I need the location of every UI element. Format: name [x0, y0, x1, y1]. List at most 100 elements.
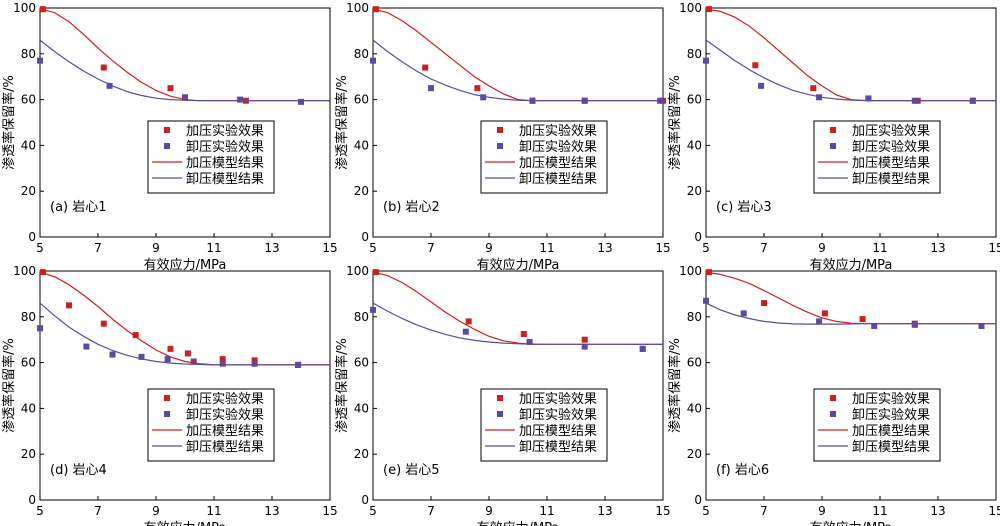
y-tick-label: 20 [687, 184, 702, 198]
x-tick-label: 15 [988, 504, 1000, 518]
legend-marker [164, 143, 170, 149]
data-point-loading [581, 336, 588, 343]
x-tick-label: 5 [702, 504, 710, 518]
x-tick-label: 15 [655, 241, 670, 255]
plot-frame [705, 270, 997, 501]
series-line-loading-model [705, 271, 996, 325]
x-tick-label: 13 [930, 504, 945, 518]
y-axis-label: 渗透率保留率/% [334, 338, 350, 433]
data-point-unloading [109, 351, 116, 358]
data-point-loading [520, 330, 527, 337]
legend-entry: 卸压模型结果 [519, 171, 597, 187]
data-point-unloading [911, 321, 918, 328]
data-point-loading [752, 62, 759, 69]
x-axis-label: 有效应力/MPa [477, 520, 560, 526]
panel-label: (c) 岩心3 [716, 200, 772, 215]
legend-entry: 加压模型结果 [186, 424, 264, 439]
y-tick-label: 60 [687, 93, 702, 107]
data-point-loading [39, 6, 46, 13]
y-tick-label: 40 [354, 401, 369, 415]
series-line-unloading-model [372, 39, 663, 102]
data-point-unloading [37, 325, 43, 332]
x-tick-label: 7 [760, 504, 768, 518]
legend-entry: 卸压模型结果 [852, 171, 930, 187]
y-tick-label: 80 [354, 310, 369, 324]
legend-marker [830, 395, 836, 401]
chart-panel-6: 5 7 9 11 13 15 0 20 40 60 80 100 有效应力/MPa 渗透率保留率/% 加压实… [667, 264, 1000, 526]
x-tick-label: 7 [427, 241, 435, 255]
y-tick-label: 60 [21, 356, 36, 370]
y-axis-label: 渗透率保留率/% [334, 75, 350, 170]
legend-entry: 加压实验效果 [519, 123, 597, 139]
legend-entry: 卸压实验效果 [852, 407, 930, 423]
chart-panel-1: 5 7 9 11 13 15 0 20 40 60 80 100 有效应力/MPa 渗透率保留率/% 加压实… [1, 1, 338, 273]
x-tick-label: 11 [872, 504, 887, 518]
legend-entry: 卸压实验效果 [186, 139, 264, 155]
panel-label: (b) 岩心2 [383, 200, 440, 215]
y-tick-label: 80 [687, 47, 702, 61]
panel-label: (f) 岩心6 [716, 463, 769, 478]
y-axis-label: 渗透率保留率/% [1, 338, 17, 433]
plot-frame [372, 7, 664, 238]
legend-entry: 卸压模型结果 [186, 171, 264, 187]
data-point-unloading [237, 96, 244, 103]
data-point-unloading [164, 356, 171, 363]
data-point-loading [821, 310, 828, 317]
y-tick-label: 20 [687, 447, 702, 461]
data-point-unloading [526, 338, 533, 345]
y-tick-label: 40 [354, 138, 369, 152]
data-point-unloading [219, 360, 226, 367]
legend-entry: 加压实验效果 [852, 391, 930, 407]
data-point-loading [66, 302, 72, 309]
y-axis-label: 渗透率保留率/% [667, 75, 683, 170]
y-tick-label: 0 [694, 493, 702, 507]
x-tick-label: 15 [322, 504, 337, 518]
data-point-loading [761, 300, 767, 307]
y-tick-label: 80 [21, 47, 36, 61]
data-point-loading [372, 269, 379, 276]
x-axis-label: 有效应力/MPa [810, 520, 893, 526]
x-tick-label: 11 [539, 504, 554, 518]
data-point-unloading [865, 95, 872, 102]
y-tick-label: 100 [346, 264, 369, 278]
y-tick-label: 0 [361, 230, 369, 244]
x-tick-label: 7 [760, 241, 768, 255]
legend-entry: 加压模型结果 [186, 156, 264, 171]
y-tick-label: 100 [346, 1, 369, 15]
y-tick-label: 0 [28, 230, 36, 244]
x-tick-label: 13 [930, 241, 945, 255]
chart-panel-5: 5 7 9 11 13 15 0 20 40 60 80 100 有效应力/MPa 渗透率保留率/% 加压实… [334, 264, 671, 526]
data-point-unloading [182, 94, 188, 101]
legend-marker [830, 411, 836, 417]
legend-marker [164, 411, 170, 417]
y-tick-label: 100 [13, 264, 36, 278]
plot-frame [705, 7, 997, 238]
data-point-unloading [816, 318, 823, 325]
data-point-loading [219, 356, 226, 363]
data-point-unloading [480, 94, 487, 101]
chart-panel-3: 5 7 9 11 13 15 0 20 40 60 80 100 有效应力/MPa 渗透率保留率/% 加压实… [667, 1, 1000, 273]
data-point-loading [39, 269, 46, 276]
y-tick-label: 100 [13, 1, 36, 15]
legend-entry: 卸压实验效果 [519, 407, 597, 423]
data-point-loading [100, 64, 107, 71]
data-point-loading [184, 350, 191, 357]
y-axis-label: 渗透率保留率/% [667, 338, 683, 433]
legend-entry: 加压模型结果 [519, 424, 597, 439]
y-tick-label: 80 [21, 310, 36, 324]
y-tick-label: 0 [361, 493, 369, 507]
data-point-unloading [138, 353, 145, 360]
y-tick-label: 100 [679, 264, 702, 278]
legend-marker [497, 143, 503, 149]
series-line-loading-model [372, 271, 663, 345]
x-tick-label: 5 [36, 241, 44, 255]
chart-panel-4: 5 7 9 11 13 15 0 20 40 60 80 100 有效应力/MPa 渗透率保留率/% 加压实… [1, 264, 338, 526]
x-tick-label: 5 [369, 241, 377, 255]
legend-marker [497, 395, 503, 401]
data-point-unloading [758, 82, 765, 89]
x-tick-label: 13 [597, 241, 612, 255]
